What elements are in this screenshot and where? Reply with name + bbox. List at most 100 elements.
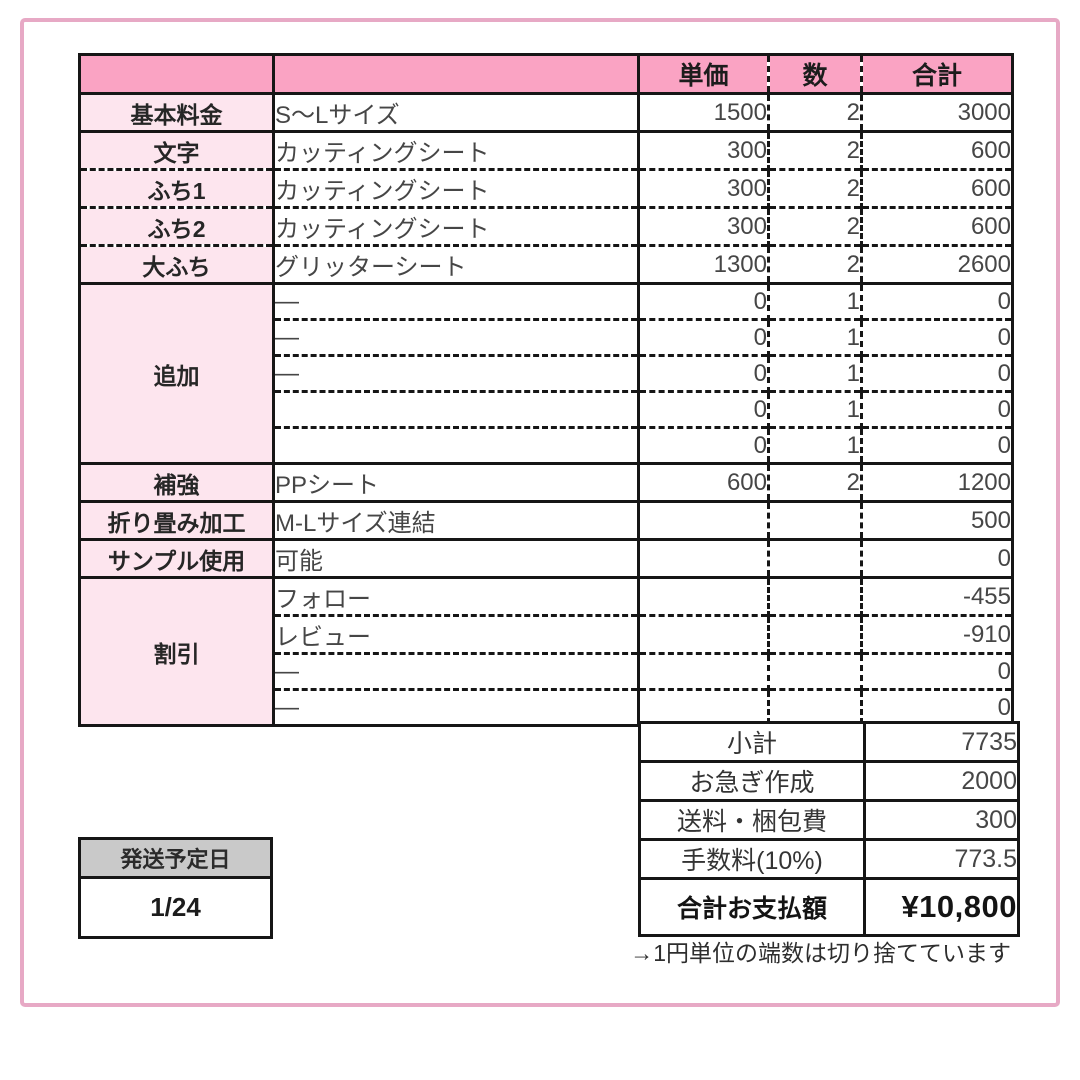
row-desc: カッティングシート <box>273 206 640 246</box>
qty-cell: 1 <box>768 354 863 392</box>
main-pricing-table: 単価 数 合計 基本料金 S〜Lサイズ 1500 2 3000 文字 カッティン… <box>78 53 1014 727</box>
qty-cell: 1 <box>768 282 863 320</box>
table-row: 追加 — 0 1 0 <box>79 282 1013 464</box>
summary-table: 小計 7735 お急ぎ作成 2000 送料・梱包費 300 手数料(10%) 7… <box>638 721 1020 937</box>
row-label: 補強 <box>79 462 275 502</box>
table-row: 大ふち グリッターシート 1300 2 2600 <box>79 244 1013 284</box>
row-desc: グリッターシート <box>273 244 640 284</box>
row-desc: カッティングシート <box>273 130 640 170</box>
header-qty: 数 <box>768 54 863 95</box>
row-label: ふち1 <box>79 168 275 208</box>
row-desc: — <box>273 318 640 356</box>
header-unit-price: 単価 <box>638 54 770 95</box>
table-row: ふち2 カッティングシート 300 2 600 <box>79 206 1013 246</box>
table-row: — 0 <box>80 688 1013 726</box>
row-desc: — <box>273 354 640 392</box>
qty-cell: 1 <box>768 390 863 428</box>
row-desc: フォロー <box>273 576 640 616</box>
summary-value: 2000 <box>863 760 1020 802</box>
total-cell: 0 <box>861 318 1013 356</box>
unit-price-cell: 300 <box>638 168 770 208</box>
row-desc: — <box>273 652 640 690</box>
shipping-date-value: 1/24 <box>150 892 201 922</box>
grand-total-label: 合計お支払額 <box>638 877 866 937</box>
grand-total-row: 合計お支払額 ¥10,800 <box>638 877 1020 937</box>
summary-value: 773.5 <box>863 838 1020 880</box>
unit-price-cell: 1300 <box>638 244 770 284</box>
qty-cell: 2 <box>768 130 863 170</box>
summary-row: 小計 7735 <box>638 721 1020 763</box>
total-cell: 0 <box>861 652 1013 690</box>
summary-value: 7735 <box>863 721 1020 763</box>
total-cell: 0 <box>861 688 1013 726</box>
table-row: 補強 PPシート 600 2 1200 <box>79 462 1013 502</box>
summary-label: 小計 <box>638 721 866 763</box>
summary-row: 手数料(10%) 773.5 <box>638 838 1020 880</box>
table-row: 割引 フォロー -455 <box>79 576 1013 726</box>
total-cell: 600 <box>861 130 1013 170</box>
qty-cell <box>768 538 863 578</box>
row-desc: S〜Lサイズ <box>273 93 640 132</box>
unit-price-cell: 1500 <box>638 93 770 132</box>
row-desc: カッティングシート <box>273 168 640 208</box>
table-row: レビュー -910 <box>80 614 1013 654</box>
summary-row: 送料・梱包費 300 <box>638 799 1020 841</box>
unit-price-cell <box>638 688 770 726</box>
table-row: — 0 1 0 <box>80 318 1013 356</box>
unit-price-cell: 300 <box>638 130 770 170</box>
unit-price-cell <box>638 500 770 540</box>
summary-value: 300 <box>863 799 1020 841</box>
table-row: — 0 1 0 <box>80 354 1013 392</box>
unit-price-cell: 0 <box>638 282 770 320</box>
qty-cell: 1 <box>768 426 863 464</box>
unit-price-cell <box>638 538 770 578</box>
table-row: 0 1 0 <box>80 426 1013 464</box>
table-row: サンプル使用 可能 0 <box>79 538 1013 578</box>
table-row: 折り畳み加工 M-Lサイズ連結 500 <box>79 500 1013 540</box>
row-desc: レビュー <box>273 614 640 654</box>
header-desc-col <box>273 54 640 95</box>
summary-row: お急ぎ作成 2000 <box>638 760 1020 802</box>
table-row: 0 1 0 <box>80 390 1013 428</box>
table-row: ふち1 カッティングシート 300 2 600 <box>79 168 1013 208</box>
qty-cell: 2 <box>768 168 863 208</box>
header-row: 単価 数 合計 <box>79 54 1013 95</box>
total-cell: 0 <box>861 282 1013 320</box>
summary-label: 送料・梱包費 <box>638 799 866 841</box>
row-desc: — <box>273 688 640 726</box>
unit-price-cell: 0 <box>638 318 770 356</box>
qty-cell: 2 <box>768 462 863 502</box>
qty-cell <box>768 576 863 616</box>
summary-label: お急ぎ作成 <box>638 760 866 802</box>
table-row: 文字 カッティングシート 300 2 600 <box>79 130 1013 170</box>
shipping-date-box: 発送予定日 1/24 <box>78 837 273 939</box>
total-cell: -455 <box>861 576 1013 616</box>
qty-cell <box>768 688 863 726</box>
row-label: 折り畳み加工 <box>79 500 275 540</box>
row-label-discount-group: 割引 <box>79 576 275 726</box>
total-cell: -910 <box>861 614 1013 654</box>
unit-price-cell: 0 <box>638 354 770 392</box>
header-total: 合計 <box>861 54 1013 95</box>
unit-price-cell <box>638 576 770 616</box>
total-cell: 0 <box>861 354 1013 392</box>
summary-label: 手数料(10%) <box>638 838 866 880</box>
total-cell: 0 <box>861 538 1013 578</box>
qty-cell <box>768 500 863 540</box>
qty-cell: 2 <box>768 244 863 284</box>
unit-price-cell: 0 <box>638 390 770 428</box>
row-desc: M-Lサイズ連結 <box>273 500 640 540</box>
qty-cell <box>768 652 863 690</box>
header-label-col <box>79 54 275 95</box>
row-desc <box>273 390 640 428</box>
row-label-addon-group: 追加 <box>79 282 275 464</box>
qty-cell: 2 <box>768 93 863 132</box>
row-label: 基本料金 <box>79 93 275 132</box>
total-cell: 3000 <box>957 98 1011 126</box>
total-cell: 600 <box>861 206 1013 246</box>
table-row: 基本料金 S〜Lサイズ 1500 2 3000 <box>79 93 1013 132</box>
unit-price-cell <box>638 652 770 690</box>
table-row: — 0 <box>80 652 1013 690</box>
qty-cell: 2 <box>768 206 863 246</box>
row-desc: PPシート <box>273 462 640 502</box>
